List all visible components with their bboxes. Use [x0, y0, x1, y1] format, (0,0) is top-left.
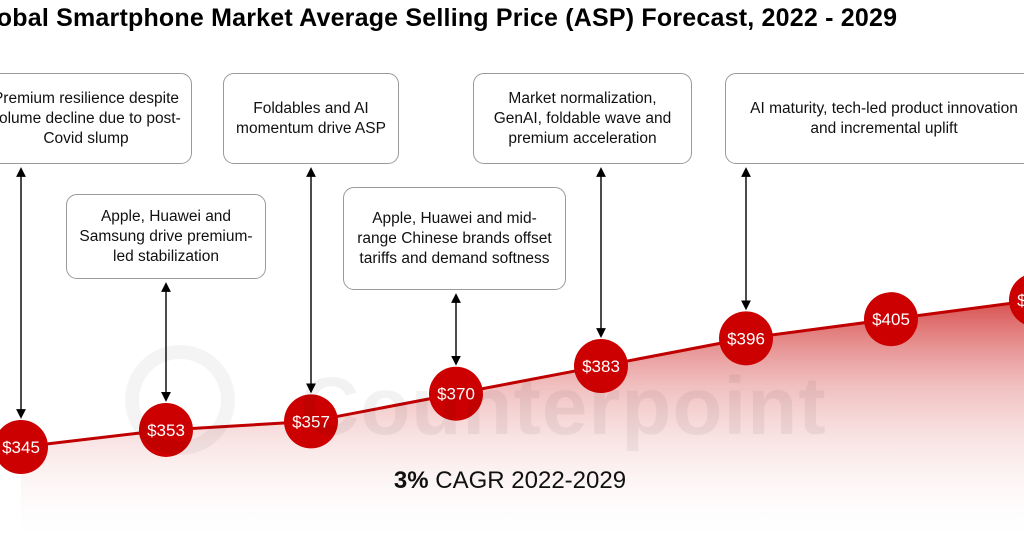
- watermark-logo: [125, 345, 235, 455]
- data-label-2026: $383: [582, 357, 620, 376]
- callout-2026-text: Market normalization, GenAI, foldable wa…: [493, 89, 672, 147]
- data-point-2026: [574, 339, 628, 394]
- data-label-2025: $370: [437, 385, 475, 404]
- callout-2022-text: Premium resilience despite volume declin…: [0, 89, 181, 147]
- data-point-2027: [719, 311, 773, 366]
- callout-2024-text: Foldables and AI momentum drive ASP: [236, 99, 386, 137]
- callout-2022: Premium resilience despite volume declin…: [0, 73, 192, 164]
- callout-2027-2029-text: AI maturity, tech-led product innovation…: [750, 99, 1018, 137]
- data-label-2029: $414: [1017, 291, 1024, 310]
- callout-2025-text: Apple, Huawei and mid-range Chinese bran…: [357, 209, 552, 267]
- data-label-2028: $405: [872, 310, 910, 329]
- cagr-text: CAGR 2022-2029: [428, 467, 627, 494]
- area-fill: [21, 301, 1024, 544]
- data-point-2029: [1009, 275, 1024, 325]
- data-point-2024: [284, 394, 338, 449]
- callout-2027-2029: AI maturity, tech-led product innovation…: [725, 73, 1024, 164]
- data-label-2027: $396: [727, 329, 765, 348]
- chart-title: Global Smartphone Market Average Selling…: [0, 4, 898, 32]
- data-point-2022: [0, 420, 48, 474]
- data-label-2022: $345: [2, 438, 40, 457]
- cagr-label: 3% CAGR 2022-2029: [320, 467, 700, 495]
- callout-2024: Foldables and AI momentum drive ASP: [223, 73, 399, 164]
- cagr-value: 3%: [393, 467, 429, 494]
- callout-2023: Apple, Huawei and Samsung drive premium-…: [66, 194, 266, 279]
- callout-2023-text: Apple, Huawei and Samsung drive premium-…: [79, 207, 253, 265]
- data-point-2025: [429, 366, 483, 421]
- callout-2025: Apple, Huawei and mid-range Chinese bran…: [343, 187, 566, 290]
- watermark-text: Counterpoint: [300, 361, 827, 452]
- data-label-2024: $357: [292, 412, 330, 431]
- callout-2026: Market normalization, GenAI, foldable wa…: [473, 73, 692, 164]
- data-point-2028: [864, 292, 918, 347]
